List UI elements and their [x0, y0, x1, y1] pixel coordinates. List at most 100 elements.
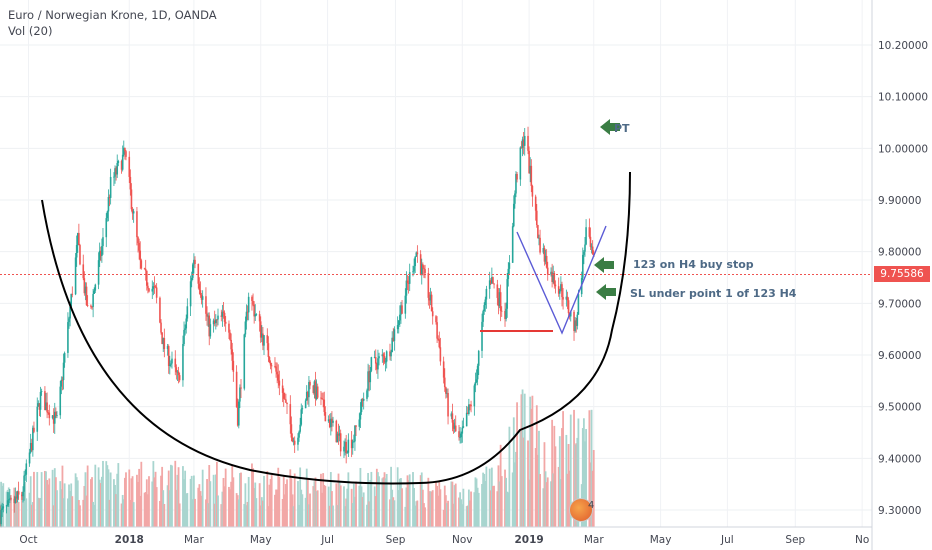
candle-body: [309, 382, 311, 386]
volume-bar: [329, 472, 332, 527]
volume-bar: [332, 505, 334, 527]
candle-body: [154, 286, 157, 288]
y-tick-label: 9.70000: [878, 298, 921, 310]
candle-body: [498, 292, 501, 307]
candle-body: [263, 335, 265, 346]
volume-bar: [254, 482, 257, 527]
volume-bar: [130, 478, 133, 527]
volume-bar: [404, 506, 407, 527]
volume-bar: [543, 442, 546, 527]
volume-bar: [368, 501, 371, 527]
volume-bar: [221, 491, 224, 527]
candle-body: [374, 357, 377, 364]
candle-body: [366, 390, 368, 399]
volume-bar: [306, 479, 309, 527]
candle-body: [590, 246, 593, 248]
volume-bar: [192, 475, 195, 527]
volume-bar: [266, 471, 269, 527]
candle-body: [38, 403, 41, 410]
volume-bar: [240, 472, 242, 527]
candle-body: [439, 347, 442, 362]
candle-body: [422, 264, 424, 268]
volume-bar: [289, 469, 292, 527]
candle-body: [200, 295, 203, 300]
volume-bar: [407, 480, 410, 527]
y-tick-label: 10.10000: [878, 92, 928, 104]
candle-body: [236, 407, 239, 426]
candle-body: [353, 441, 355, 443]
candle-body: [25, 463, 28, 475]
candle-body: [148, 288, 150, 292]
volume-bar: [520, 394, 523, 527]
volume-bar: [160, 475, 162, 527]
volume-bar: [146, 494, 149, 527]
volume-bar: [538, 430, 540, 527]
volume-bar: [489, 490, 492, 527]
candle-body: [36, 406, 39, 432]
tradingview-logo-icon[interactable]: [569, 498, 593, 522]
candle-body: [13, 498, 16, 504]
volume-bar: [506, 491, 509, 527]
volume-bar: [328, 505, 331, 527]
candle-body: [48, 412, 51, 419]
volume-bar: [451, 481, 454, 527]
volume-bar: [323, 485, 326, 527]
volume-bar: [320, 473, 322, 527]
candle-body: [267, 343, 270, 358]
volume-bar: [362, 492, 365, 527]
candle-body: [483, 305, 486, 312]
candle-body: [109, 176, 112, 198]
volume-bar: [117, 463, 120, 527]
candle-body: [323, 399, 326, 413]
candle-body: [496, 284, 499, 298]
logo-count: 4: [588, 500, 595, 511]
candle-body: [60, 379, 63, 387]
candle-body: [276, 371, 278, 375]
candle-body: [427, 273, 430, 298]
volume-bar: [469, 500, 471, 527]
volume-bar: [470, 491, 472, 527]
candle-body: [216, 319, 218, 321]
candle-body: [338, 433, 341, 436]
candle-body: [85, 286, 88, 306]
candle-body: [293, 440, 296, 445]
entry-arrow-icon: [594, 257, 614, 273]
volume-bar: [144, 492, 147, 527]
volume-bar: [511, 472, 514, 527]
candle-body: [531, 185, 534, 197]
volume-bar: [497, 465, 500, 527]
volume-bar: [527, 440, 529, 527]
x-tick-label: Mar: [184, 534, 204, 546]
volume-bar: [331, 491, 333, 527]
volume-bar: [551, 419, 554, 527]
volume-bar: [285, 484, 287, 527]
candle-body: [336, 433, 339, 443]
volume-bar: [553, 425, 556, 527]
volume-bar: [214, 474, 217, 527]
volume-bar: [63, 483, 66, 527]
volume-bar: [369, 479, 372, 527]
volume-bar: [182, 466, 184, 527]
candle-body: [413, 266, 415, 272]
candle-body: [291, 437, 294, 442]
volume-bar: [29, 476, 32, 527]
volume-bar: [335, 483, 338, 527]
volume-bar: [33, 471, 35, 527]
candle-body: [328, 419, 331, 428]
candle-body: [576, 314, 579, 326]
volume-bar: [381, 478, 384, 527]
volume-bar: [429, 491, 432, 527]
candle-body: [275, 366, 277, 372]
candle-body: [152, 286, 155, 289]
candle-body: [190, 277, 193, 282]
volume-bar: [352, 483, 355, 527]
volume-bar: [508, 426, 511, 527]
candle-body: [10, 498, 12, 500]
volume-bar: [378, 476, 380, 527]
volume-bar: [129, 499, 132, 527]
candle-body: [520, 147, 523, 149]
candle-body: [91, 306, 93, 308]
candle-body: [466, 412, 469, 414]
candle-body: [581, 254, 584, 278]
target-label: PT: [614, 122, 630, 135]
